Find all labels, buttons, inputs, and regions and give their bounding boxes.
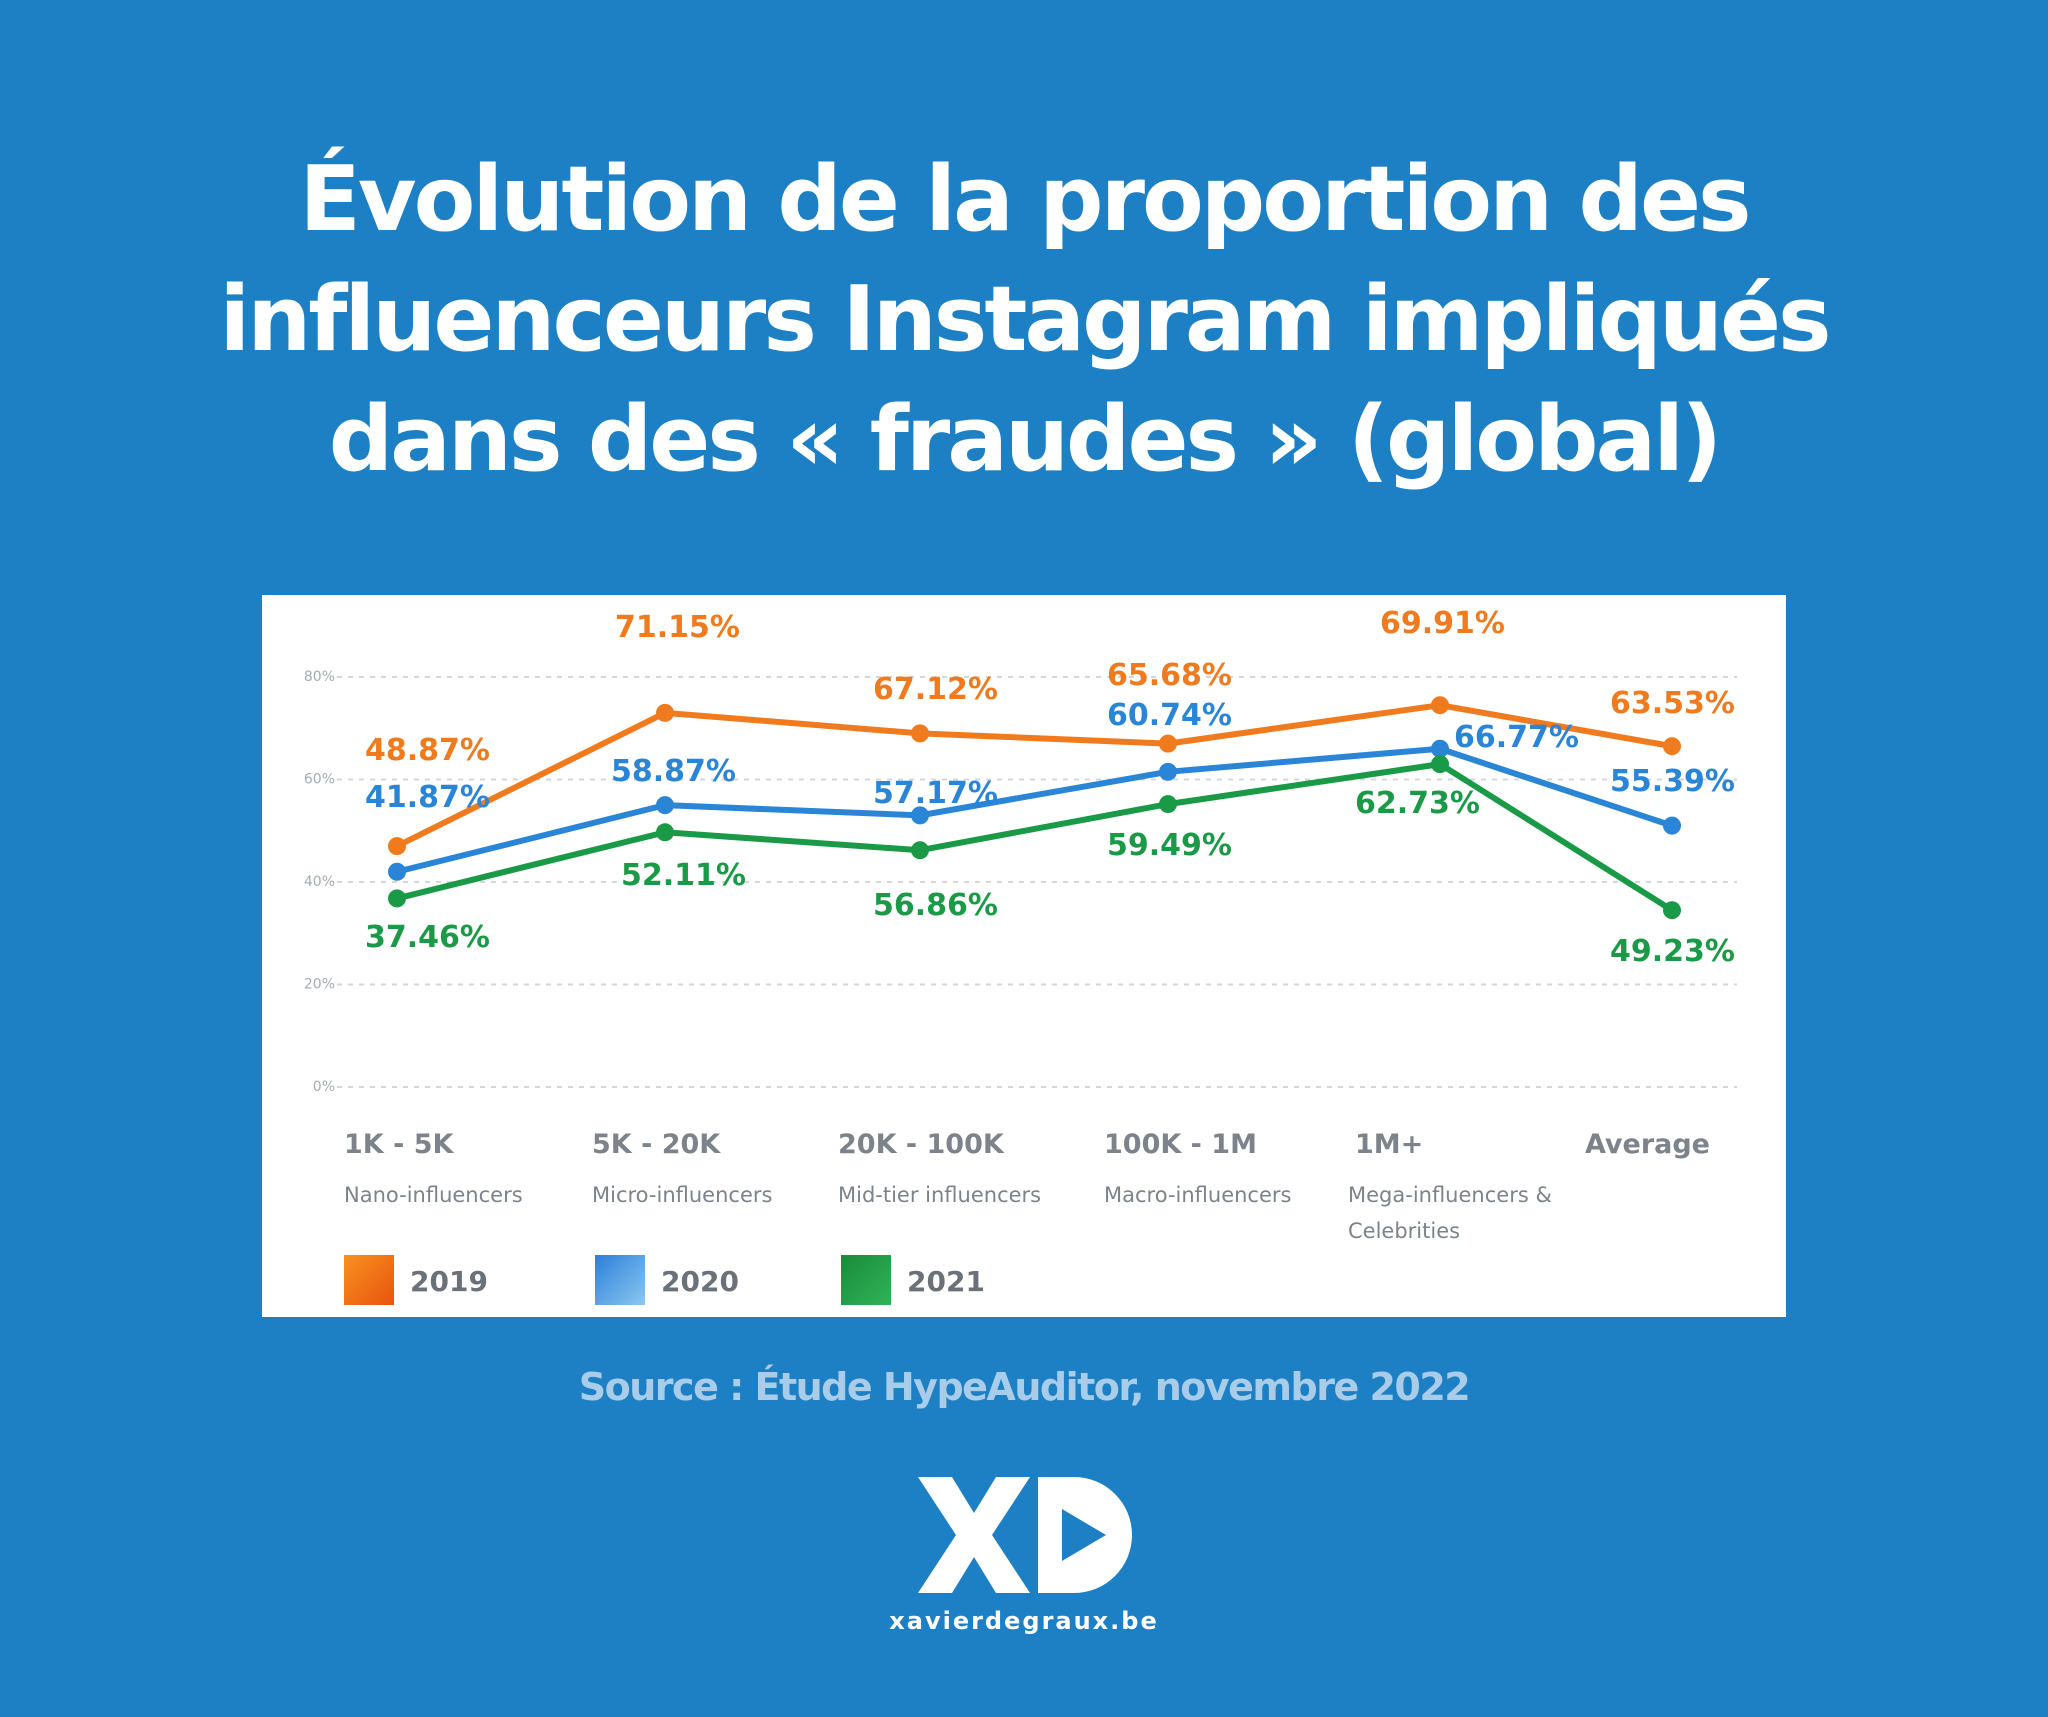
source-note: Source : Étude HypeAuditor, novembre 202…	[578, 1365, 1471, 1409]
brand-logo[interactable]: xavierdegraux.be	[0, 1465, 2048, 1665]
point-2020	[911, 806, 929, 825]
point-2021	[388, 889, 406, 908]
line-chart: 48.87% 71.15% 67.12% 65.68% 69.91% 63.53% 41.8…	[304, 606, 1737, 1305]
data-label-2020: 60.74%	[1107, 698, 1232, 733]
xd-logo-icon	[918, 1477, 1132, 1593]
data-label-2020: 41.87%	[365, 780, 490, 815]
legend-swatch-2019	[344, 1255, 394, 1305]
point-2021	[911, 841, 929, 860]
point-2020	[656, 796, 674, 815]
data-label-2019: 63.53%	[1610, 686, 1735, 721]
data-label-2019: 65.68%	[1107, 658, 1232, 693]
point-2019	[656, 703, 674, 722]
x-category-sublabel: Nano-influencers	[344, 1183, 523, 1207]
data-label-2020: 57.17%	[873, 776, 998, 811]
data-label-2021: 37.46%	[365, 920, 490, 955]
legend-label-2021: 2021	[907, 1265, 985, 1298]
x-category-sublabel: Mid-tier influencers	[838, 1183, 1041, 1207]
series-line-2019	[394, 702, 1675, 850]
point-2020	[1159, 762, 1177, 781]
data-label-2020: 58.87%	[611, 754, 736, 789]
data-label-2019: 48.87%	[365, 733, 490, 768]
point-2019	[1159, 734, 1177, 753]
x-category-sublabel: Mega-influencers &	[1348, 1183, 1552, 1207]
point-2019	[911, 724, 929, 743]
title-line-3: dans des « fraudes » (global)	[328, 387, 1723, 492]
title-line-1: Évolution de la proportion des	[299, 147, 1751, 252]
point-2019	[1431, 696, 1449, 715]
x-category-label: 1M+	[1355, 1129, 1423, 1160]
data-label-2021: 59.49%	[1107, 828, 1232, 863]
page-title: Évolution de la proportion des influence…	[0, 140, 2048, 500]
series-line-2020	[394, 745, 1675, 875]
point-2021	[1663, 901, 1681, 920]
point-2020	[1663, 816, 1681, 835]
legend-swatch-2021	[841, 1255, 891, 1305]
data-label-2021: 56.86%	[873, 888, 998, 923]
point-2021	[656, 823, 674, 842]
point-2019	[1663, 737, 1681, 756]
point-2020	[388, 862, 406, 881]
point-2021	[1431, 755, 1449, 774]
y-tick-label: 60%	[304, 772, 335, 788]
legend-label-2019: 2019	[410, 1265, 488, 1298]
data-label-2019: 71.15%	[615, 610, 740, 645]
legend-swatch-2020	[595, 1255, 645, 1305]
x-category-sublabel: Micro-influencers	[592, 1183, 772, 1207]
y-tick-label: 0%	[313, 1079, 335, 1095]
y-tick-label: 20%	[304, 977, 335, 993]
data-label-2019: 69.91%	[1380, 606, 1505, 641]
x-category-sublabel: Celebrities	[1348, 1219, 1460, 1243]
data-label-2021: 52.11%	[621, 858, 746, 893]
data-label-2020: 55.39%	[1610, 764, 1735, 799]
x-category-label: 5K - 20K	[592, 1129, 721, 1160]
x-category-sublabel: Macro-influencers	[1104, 1183, 1291, 1207]
y-tick-label: 80%	[304, 669, 335, 685]
data-label-2021: 49.23%	[1610, 934, 1735, 969]
point-2021	[1159, 795, 1177, 814]
x-category-label: 1K - 5K	[344, 1129, 455, 1160]
legend-label-2020: 2020	[661, 1265, 739, 1298]
chart-panel: 48.87% 71.15% 67.12% 65.68% 69.91% 63.53% 41.8…	[262, 595, 1786, 1317]
x-category-label: Average	[1585, 1129, 1710, 1160]
data-label-2021: 62.73%	[1355, 786, 1480, 821]
data-label-2019: 67.12%	[873, 672, 998, 707]
series-line-2021	[394, 761, 1675, 914]
point-2019	[388, 837, 406, 856]
x-category-label: 100K - 1M	[1104, 1129, 1257, 1160]
title-line-2: influenceurs Instagram impliqués	[219, 267, 1831, 372]
x-category-label: 20K - 100K	[838, 1129, 1005, 1160]
point-2020	[1431, 739, 1449, 758]
data-label-2020: 66.77%	[1454, 720, 1579, 755]
logo-url[interactable]: xavierdegraux.be	[889, 1607, 1159, 1635]
y-tick-label: 40%	[304, 874, 335, 890]
